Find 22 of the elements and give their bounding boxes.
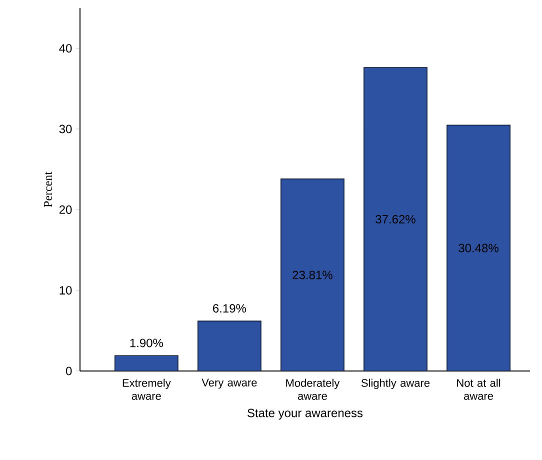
x-tick-label: Not at all aware	[457, 378, 500, 400]
bar	[114, 355, 178, 371]
bar	[280, 178, 344, 371]
x-tick-label: Very aware	[202, 378, 257, 389]
x-tick-label: Slightly aware	[361, 378, 430, 390]
bar	[446, 124, 510, 371]
data-label: 6.19%	[213, 304, 246, 313]
y-tick-label: 0	[66, 366, 72, 376]
bar	[198, 320, 262, 371]
x-tick-label: Extremely aware	[122, 378, 171, 400]
y-tick-label: 10	[60, 286, 72, 295]
data-label: 1.90%	[130, 338, 164, 348]
data-label: 23.81%	[292, 270, 332, 280]
y-axis-title: Percent	[44, 172, 52, 208]
data-label: 30.48%	[458, 244, 498, 252]
x-axis-title: State your awareness	[248, 408, 363, 420]
y-tick-label: 30	[59, 124, 72, 134]
y-tick-label: 20	[59, 205, 72, 214]
bar	[364, 67, 428, 371]
x-tick-label: Moderately aware	[286, 378, 340, 400]
y-tick-label: 40	[59, 44, 72, 53]
data-label: 37.62%	[376, 215, 416, 224]
